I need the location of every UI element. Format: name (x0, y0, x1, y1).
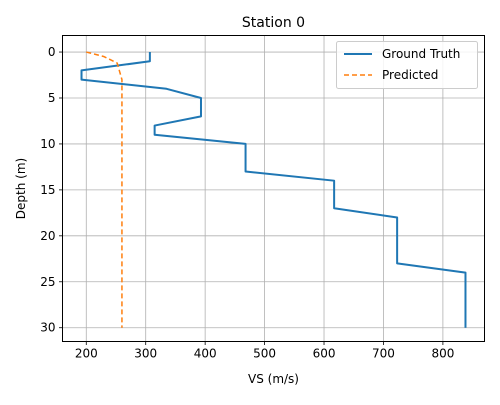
x-tick-label: 600 (313, 347, 336, 361)
legend-label-ground-truth: Ground Truth (382, 47, 460, 61)
plot-frame (62, 35, 485, 342)
y-tick-label: 0 (48, 45, 56, 59)
y-tick-label: 10 (40, 137, 55, 151)
x-tick-label: 200 (75, 347, 98, 361)
y-tick-label: 20 (40, 229, 55, 243)
x-tick-label: 400 (194, 347, 217, 361)
y-axis-label: Depth (m) (14, 158, 28, 219)
x-tick-label: 300 (134, 347, 157, 361)
y-tick-label: 5 (48, 91, 56, 105)
x-axis-label: VS (m/s) (248, 372, 299, 386)
chart-title: Station 0 (242, 15, 305, 31)
y-tick-label: 15 (40, 183, 55, 197)
series-line-ground-truth (80, 52, 467, 328)
x-tick-label: 700 (372, 347, 395, 361)
y-tick-label: 25 (40, 275, 55, 289)
x-tick-label: 800 (431, 347, 454, 361)
legend: Ground Truth Predicted (336, 41, 478, 89)
x-tick-label: 500 (253, 347, 276, 361)
y-tick-label: 30 (40, 321, 55, 335)
legend-label-predicted: Predicted (382, 68, 438, 82)
ticks: 200 300 400 500 600 700 800 0 5 10 15 20 25 30 (40, 45, 454, 360)
series-line-predicted (86, 51, 123, 328)
series-group (80, 51, 467, 328)
